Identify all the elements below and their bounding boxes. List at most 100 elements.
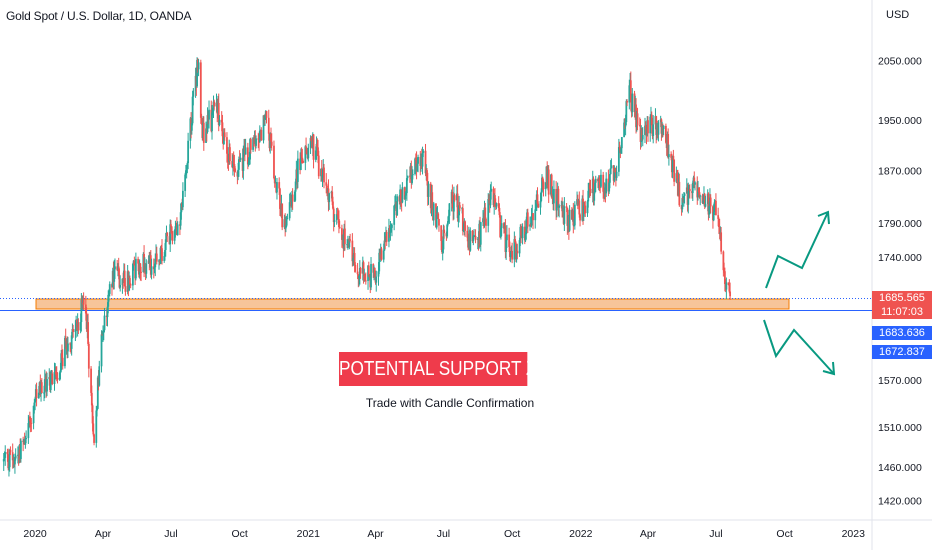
- candle-body: [525, 219, 528, 235]
- candle-body: [6, 452, 9, 455]
- candle: [61, 349, 64, 370]
- candle: [625, 99, 628, 125]
- candle: [370, 257, 372, 291]
- candle: [166, 231, 169, 242]
- candle-body: [539, 201, 542, 208]
- candle-body: [370, 264, 372, 288]
- candle-body: [278, 182, 281, 189]
- candle-body: [223, 132, 225, 145]
- candle-body: [500, 223, 503, 229]
- candle-body: [652, 124, 655, 137]
- candle-body: [358, 275, 360, 279]
- candle-body: [205, 128, 207, 143]
- candle: [139, 262, 142, 281]
- candle-body: [587, 190, 590, 202]
- candle: [262, 115, 265, 144]
- candle-body: [87, 322, 89, 344]
- candle: [70, 331, 73, 356]
- candle: [688, 184, 691, 199]
- candle-body: [466, 230, 469, 238]
- candle-body: [129, 284, 132, 286]
- candle-body: [64, 337, 66, 367]
- candle-body: [154, 258, 157, 268]
- x-tick-label: 2021: [297, 528, 321, 540]
- candle-body: [673, 159, 676, 182]
- candle-body: [56, 377, 59, 380]
- candle-body: [592, 178, 595, 201]
- candle-body: [422, 150, 425, 153]
- y-tick-label: 1570.000: [878, 375, 922, 387]
- candle-body: [84, 304, 87, 314]
- candle: [338, 210, 340, 234]
- candle-body: [186, 163, 189, 168]
- candle: [469, 227, 472, 252]
- candle-body: [180, 202, 183, 213]
- candle: [589, 179, 592, 196]
- candle-body: [291, 194, 294, 202]
- candle-body: [411, 174, 414, 176]
- support-zone[interactable]: [35, 298, 790, 310]
- candle-body: [164, 239, 167, 250]
- x-tick-label: Oct: [231, 528, 247, 540]
- candle: [20, 438, 22, 463]
- candle-body: [221, 122, 224, 137]
- candle: [568, 205, 571, 232]
- candle-body: [93, 434, 95, 443]
- candle-body: [171, 231, 174, 241]
- candle: [389, 220, 392, 241]
- candle-body: [202, 122, 205, 143]
- candle-body: [489, 191, 492, 206]
- candle-body: [405, 178, 408, 194]
- candle-body: [349, 239, 352, 241]
- candle-body: [608, 182, 611, 192]
- candle: [206, 107, 209, 134]
- candle-body: [453, 195, 456, 201]
- candle-body: [244, 147, 247, 155]
- candle-body: [249, 139, 252, 150]
- price-axis[interactable]: 2050.000 1950.000 1870.000 1790.000 1740.000…: [878, 55, 922, 507]
- candle-body: [170, 224, 172, 227]
- candle-body: [728, 284, 731, 292]
- candle-body: [670, 154, 673, 158]
- candle-body: [515, 250, 518, 260]
- candle: [123, 263, 126, 287]
- candle: [72, 324, 75, 338]
- candle-body: [399, 189, 402, 202]
- candle-body: [541, 177, 543, 192]
- candle: [307, 143, 310, 162]
- candle-body: [276, 182, 278, 193]
- bearish-scenario-arrow[interactable]: [763, 319, 835, 375]
- candle-body: [394, 204, 396, 206]
- candle-body: [30, 422, 33, 424]
- candle: [683, 192, 686, 204]
- candle: [102, 325, 104, 342]
- candle-body: [401, 187, 404, 203]
- candle: [443, 225, 446, 239]
- candle: [134, 252, 137, 281]
- candle-body: [252, 137, 254, 150]
- candle-body: [59, 370, 62, 373]
- candle: [641, 126, 644, 147]
- time-axis[interactable]: 2020 Apr Jul Oct 2021 Apr Jul Oct 2022 Apr Jul Oct 2…: [23, 528, 865, 540]
- candle: [532, 213, 534, 230]
- candle-body: [600, 174, 602, 187]
- candle: [296, 150, 299, 189]
- candle: [24, 435, 27, 449]
- candle: [678, 173, 681, 207]
- x-tick-label: Jul: [709, 528, 722, 540]
- candle-body: [288, 202, 291, 219]
- candle: [615, 165, 618, 181]
- candle: [385, 230, 388, 246]
- candle: [98, 360, 101, 387]
- candle-body: [92, 423, 95, 435]
- candle: [718, 218, 721, 240]
- candle-body: [332, 208, 335, 223]
- candle-body: [223, 132, 226, 138]
- bullish-scenario-arrow[interactable]: [765, 211, 829, 289]
- candle-body: [655, 116, 658, 135]
- candle-body: [516, 250, 519, 254]
- candle-body: [667, 154, 670, 158]
- candle-body: [504, 225, 507, 252]
- candle: [103, 307, 106, 333]
